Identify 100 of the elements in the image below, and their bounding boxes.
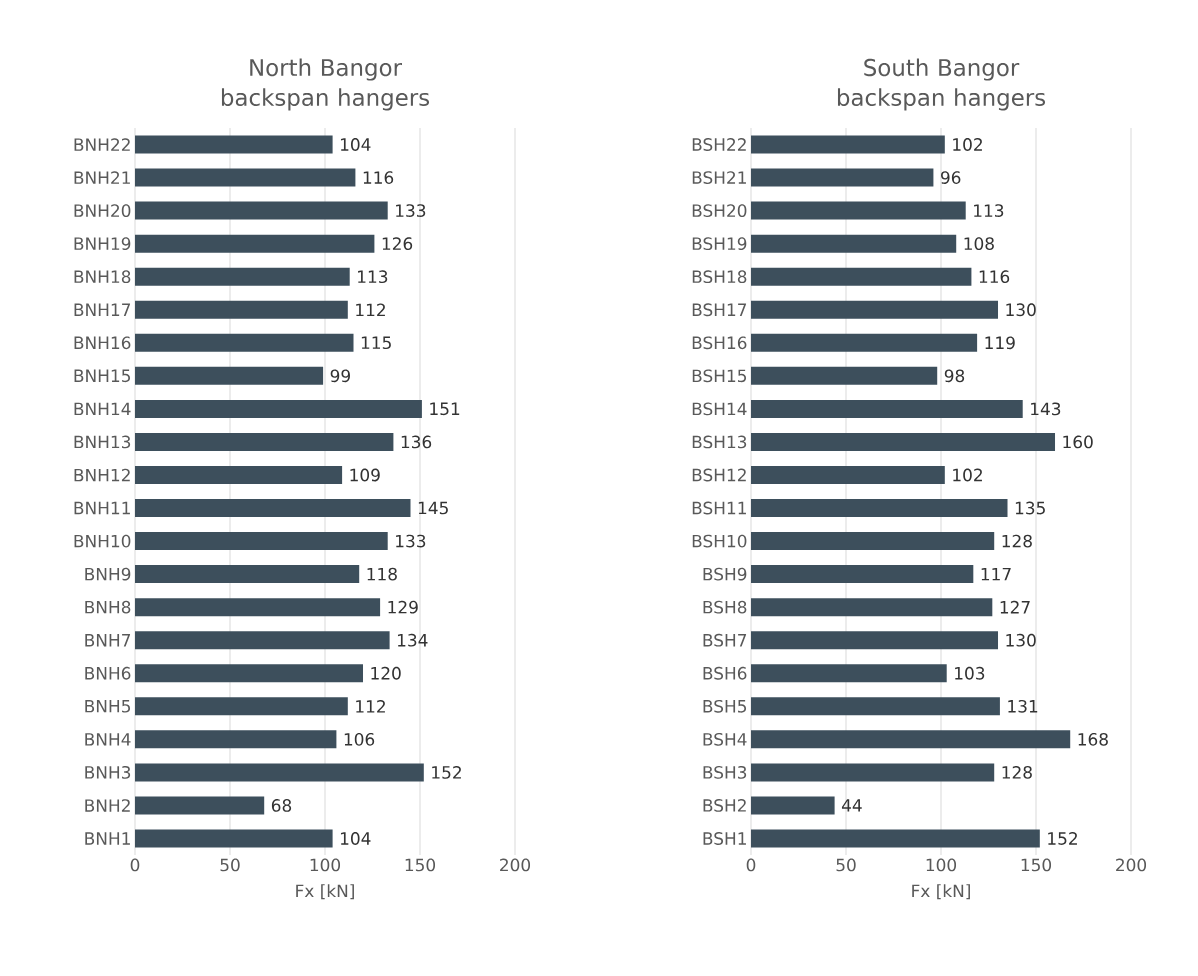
y-tick-label: BSH22 [692,138,746,151]
y-tick-label: BNH4 [85,733,131,746]
bar [751,201,966,220]
data-label: 127 [1000,600,1030,614]
data-label: 129 [388,600,418,614]
chart-title: North Bangor backspan hangers [221,58,430,111]
data-label: 151 [430,402,460,416]
data-label: 103 [955,666,985,680]
data-label: 133 [396,204,426,218]
y-tick-label: BNH8 [85,600,131,614]
y-tick-label: BSH5 [703,699,747,713]
data-label: 134 [397,633,428,647]
data-label: 115 [361,336,391,350]
y-tick-label: BNH3 [85,765,131,779]
x-tick-label: 0 [746,858,756,872]
data-label: 116 [979,270,1010,284]
bar [135,366,324,385]
y-tick-label: BSH11 [692,501,746,515]
y-tick-label: BSH6 [703,666,747,680]
data-label: 119 [985,336,1015,350]
y-tick-label: BNH7 [85,634,131,647]
x-tick-label: 200 [500,858,531,872]
data-label: 116 [363,171,394,184]
x-tick-label: 200 [1116,858,1147,872]
y-tick-label: BSH3 [703,765,747,779]
y-tick-label: BSH16 [692,336,747,350]
x-axis-title: Fx [kN] [296,884,354,900]
x-tick-label: 100 [926,858,957,872]
y-tick-label: BSH17 [692,303,747,317]
data-label: 96 [940,171,961,184]
bar [135,399,422,418]
y-tick-label: BSH2 [703,799,746,812]
data-label: 136 [401,435,432,449]
bar [135,664,363,683]
y-tick-label: BNH14 [74,402,131,416]
bar [135,267,350,286]
bar [135,168,356,187]
bar [135,201,388,220]
data-label: 118 [367,567,397,581]
data-label: 117 [981,567,1011,581]
bar [135,532,388,551]
bar [751,234,957,253]
data-label: 106 [344,732,375,746]
x-axis-title: Fx [kN] [912,884,970,900]
bar [751,796,835,815]
y-tick-label: BSH21 [692,171,746,184]
data-label: 160 [1063,435,1093,449]
bar [751,432,1056,451]
data-label: 128 [1002,765,1032,779]
x-tick-label: 0 [130,858,140,872]
data-label: 135 [1015,501,1045,515]
y-tick-label: BNH12 [74,468,130,482]
data-label: 104 [340,138,371,151]
data-label: 109 [350,468,380,482]
bar [135,465,343,484]
bar [751,366,938,385]
bar [135,697,348,716]
data-label: 104 [340,832,371,845]
x-tick-label: 50 [220,858,240,872]
bar [135,333,354,352]
y-tick-label: BSH7 [703,633,747,647]
y-tick-label: BSH8 [703,600,747,614]
bar [751,631,999,650]
data-label: 108 [964,237,994,251]
y-tick-label: BSH10 [692,534,747,548]
bar [135,499,411,518]
bar [751,829,1040,848]
y-tick-label: BSH12 [692,468,746,482]
bar [135,234,375,253]
data-label: 99 [330,369,350,383]
bar [135,432,394,451]
data-label: 44 [841,799,862,812]
x-tick-label: 100 [310,858,341,872]
data-label: 102 [953,468,982,482]
data-label: 98 [944,369,965,383]
bar [751,730,1071,749]
y-tick-label: BNH10 [74,534,131,548]
data-label: 152 [1048,832,1077,845]
y-tick-label: BSH13 [692,435,747,449]
data-label: 130 [1006,303,1036,317]
bar [135,763,424,782]
data-label: 130 [1006,633,1036,647]
bar [751,465,945,484]
y-tick-label: BNH15 [74,369,130,383]
bar [751,598,993,617]
y-tick-label: BSH18 [692,270,747,284]
bar [751,763,995,782]
bar [751,168,934,187]
y-tick-label: BSH15 [692,369,747,383]
y-tick-label: BSH9 [703,567,747,581]
y-tick-label: BNH21 [74,171,130,184]
bar [135,598,381,617]
data-label: 131 [1008,699,1038,713]
x-tick-label: 50 [836,858,856,872]
data-label: 143 [1031,402,1061,416]
y-tick-label: BNH9 [85,567,131,581]
y-tick-label: BNH13 [74,435,131,449]
data-label: 68 [271,799,292,812]
bar [135,300,348,319]
data-label: 168 [1078,732,1108,746]
